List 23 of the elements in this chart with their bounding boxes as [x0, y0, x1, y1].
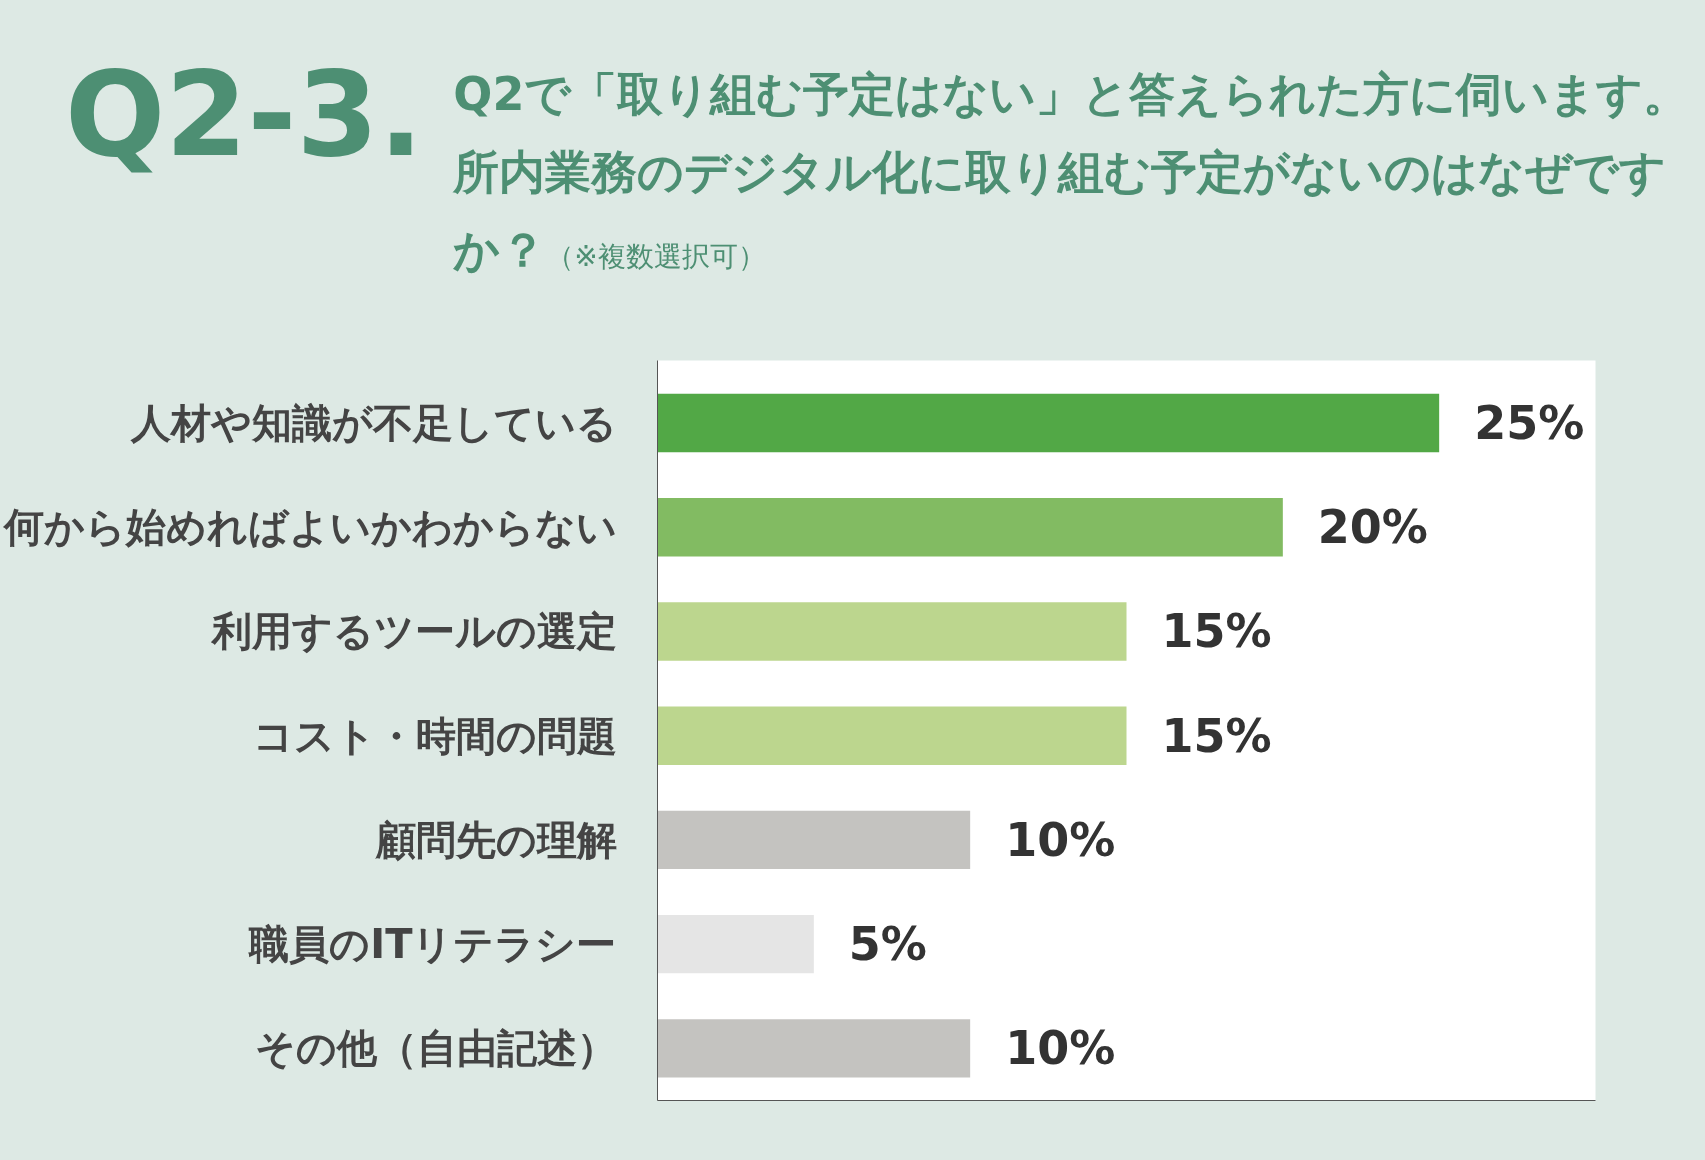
chart-title: Q2-3. — [65, 45, 424, 185]
y-tick-label: 何から始めればよいかわからない — [1, 504, 617, 551]
bar — [657, 1019, 971, 1078]
data-label: 10% — [1005, 1021, 1116, 1076]
data-label: 5% — [848, 917, 927, 972]
bar — [657, 498, 1283, 557]
y-tick-label: その他（自由記述） — [254, 1025, 617, 1072]
data-label: 10% — [1005, 812, 1116, 867]
y-tick-label: 利用するツールの選定 — [209, 608, 617, 655]
text: （※複数選択可） — [546, 240, 766, 274]
y-tick-label: 顧問先の理解 — [374, 816, 617, 863]
data-label: 15% — [1161, 604, 1272, 659]
bar — [657, 706, 1127, 765]
bar — [657, 810, 971, 870]
bar — [657, 602, 1127, 661]
data-label: 25% — [1474, 396, 1585, 451]
y-tick-label: 人材や知識が不足している — [129, 400, 617, 447]
y-tick-label: 職員のITリテラシー — [248, 921, 617, 968]
y-tick-label: コスト・時間の問題 — [252, 712, 617, 759]
data-label: 15% — [1161, 708, 1272, 763]
bar — [657, 914, 814, 974]
bar — [657, 393, 1440, 453]
data-label: 20% — [1317, 500, 1428, 555]
